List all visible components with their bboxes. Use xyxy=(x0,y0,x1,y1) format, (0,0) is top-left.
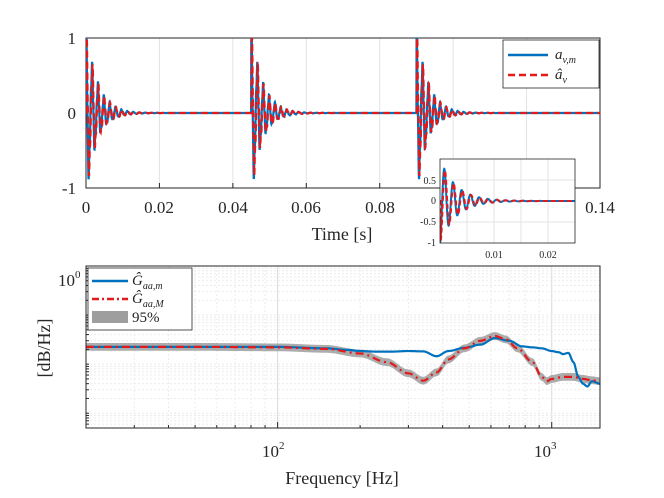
top-xtick-0.06: 0.06 xyxy=(291,198,321,217)
top-xlabel: Time [s] xyxy=(312,224,373,244)
legend-label-G-aa-m: Ĝaa,m xyxy=(132,272,163,292)
bottom-ytick-10e0: 100 xyxy=(58,269,81,290)
inset-ytick-0.5: 0.5 xyxy=(424,176,437,187)
top-series-a-hat-v-line xyxy=(86,38,600,177)
bottom-xlabel: Frequency [Hz] xyxy=(285,468,398,488)
legend-label-a-vm: av,m xyxy=(555,47,576,66)
legend-label-a-hat-v: âv xyxy=(555,67,568,86)
bottom-xtick-10e2: 102 xyxy=(262,440,285,461)
inset-series-a-hat-v-line xyxy=(440,169,575,241)
bottom-xtick-10e3: 103 xyxy=(534,440,557,461)
top-xtick-0.02: 0.02 xyxy=(144,198,174,217)
top-clip xyxy=(86,38,600,180)
top-xtick-0.14: 0.14 xyxy=(585,198,615,217)
inset-ytick-minus0.5: -0.5 xyxy=(420,217,436,228)
inset-chart: 0.5 0 -0.5 -1 0.01 0.02 xyxy=(420,158,576,261)
inset-xtick-0.02: 0.02 xyxy=(539,250,557,261)
legend-swatch-95 xyxy=(92,311,128,323)
top-xtick-0.04: 0.04 xyxy=(218,198,248,217)
inset-axes-box xyxy=(439,158,576,244)
legend-label-G-aa-M: Ĝaa,M xyxy=(132,290,164,310)
top-ytick-minus1: -1 xyxy=(62,179,76,198)
inset-xtick-0.01: 0.01 xyxy=(485,250,503,261)
top-ytick-0: 0 xyxy=(68,104,77,123)
inset-ytick-minus1: -1 xyxy=(428,238,436,249)
bottom-axes-box xyxy=(85,265,601,429)
top-ytick-1: 1 xyxy=(68,29,77,48)
top-xtick-0.08: 0.08 xyxy=(365,198,395,217)
top-legend: av,m âv xyxy=(502,39,600,89)
bottom-series-G-aa-M-line xyxy=(86,334,600,383)
inset-ytick-0: 0 xyxy=(431,196,436,207)
legend-label-95: 95% xyxy=(132,310,160,326)
bottom-legend: Ĝaa,m Ĝaa,M 95% xyxy=(87,267,193,331)
bottom-series-95-band xyxy=(86,332,600,386)
top-xtick-0: 0 xyxy=(82,198,91,217)
bottom-chart: 100 [dB/Hz] 102 103 Frequency [Hz] Ĝaa,m… xyxy=(34,265,601,488)
top-chart: 1 0 -1 0 0.02 0.04 0.06 0.08 0.14 Time [… xyxy=(62,29,616,244)
bottom-ylabel: [dB/Hz] xyxy=(34,319,54,378)
